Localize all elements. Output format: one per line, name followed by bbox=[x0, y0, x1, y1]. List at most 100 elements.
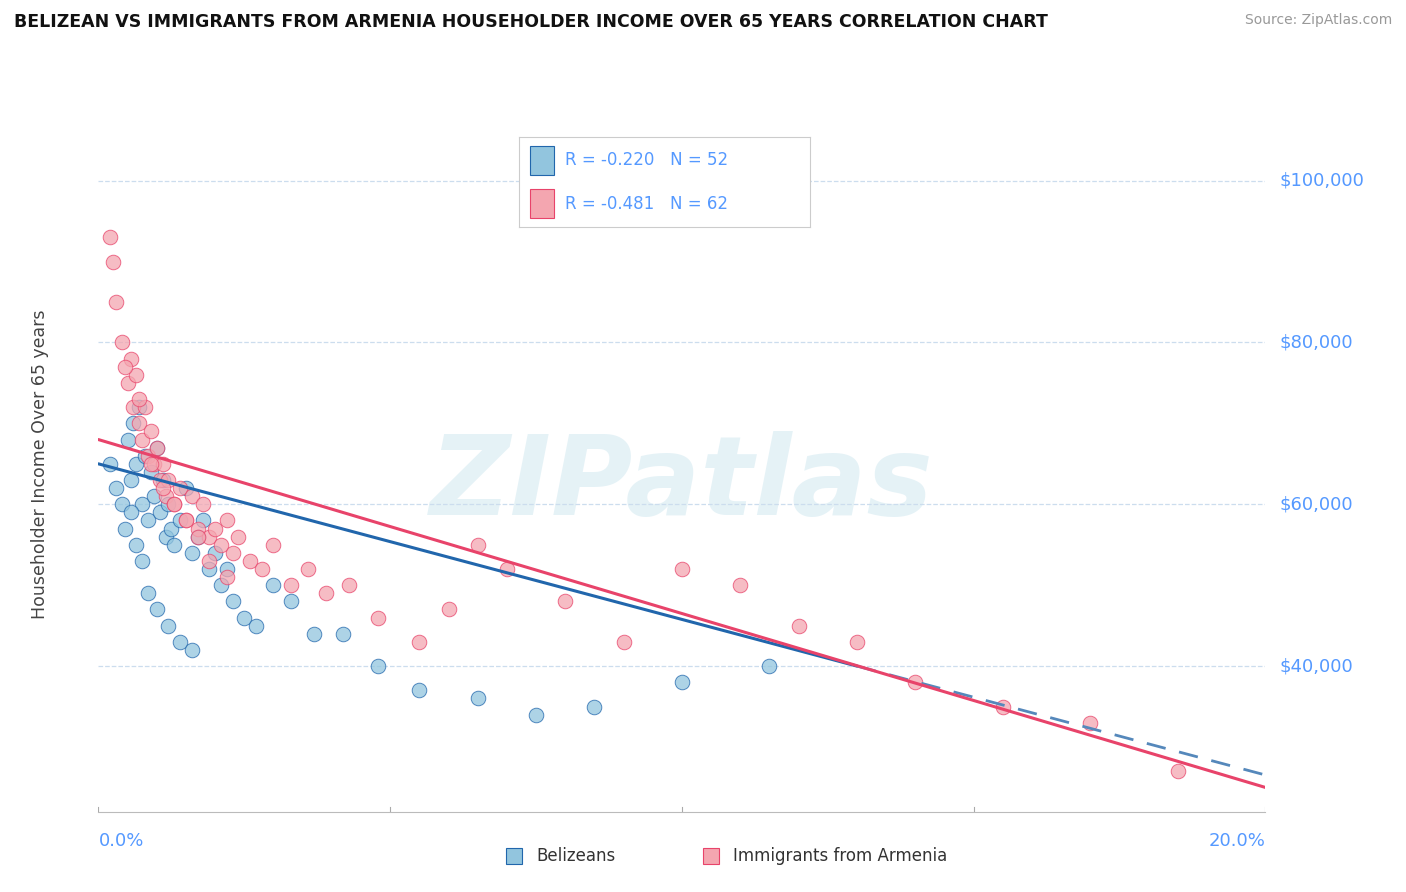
Text: Immigrants from Armenia: Immigrants from Armenia bbox=[733, 847, 948, 865]
Point bbox=[136, 449, 159, 463]
Point bbox=[315, 586, 337, 600]
Point bbox=[139, 465, 162, 479]
Point bbox=[128, 417, 150, 431]
Text: Belizeans: Belizeans bbox=[536, 847, 616, 865]
Point bbox=[367, 610, 389, 624]
Point bbox=[583, 699, 606, 714]
Point bbox=[139, 457, 162, 471]
Point bbox=[437, 602, 460, 616]
Point bbox=[149, 473, 172, 487]
Point bbox=[131, 554, 153, 568]
Point bbox=[128, 401, 150, 415]
Text: 0.0%: 0.0% bbox=[98, 832, 143, 850]
Point bbox=[250, 562, 273, 576]
Point bbox=[180, 643, 202, 657]
Point bbox=[187, 530, 209, 544]
Point bbox=[332, 626, 354, 640]
Point bbox=[787, 618, 810, 632]
Point bbox=[204, 546, 226, 560]
Point bbox=[262, 538, 284, 552]
Point bbox=[193, 497, 215, 511]
Point bbox=[262, 578, 284, 592]
Point bbox=[209, 578, 232, 592]
Point bbox=[215, 562, 238, 576]
Point bbox=[1080, 715, 1102, 730]
Point bbox=[146, 602, 169, 616]
Point bbox=[131, 497, 153, 511]
Text: Householder Income Over 65 years: Householder Income Over 65 years bbox=[31, 310, 49, 618]
Point bbox=[120, 351, 142, 366]
Text: $60,000: $60,000 bbox=[1279, 495, 1353, 513]
Point bbox=[114, 522, 136, 536]
Point bbox=[239, 554, 262, 568]
Point bbox=[131, 433, 153, 447]
Point bbox=[98, 457, 121, 471]
Point bbox=[904, 675, 927, 690]
Point bbox=[169, 481, 191, 495]
Point bbox=[612, 635, 634, 649]
Point bbox=[280, 594, 302, 608]
Point bbox=[160, 522, 183, 536]
Point bbox=[221, 594, 243, 608]
Point bbox=[104, 295, 127, 310]
Point bbox=[198, 562, 221, 576]
Point bbox=[215, 570, 238, 584]
Text: ZIPatlas: ZIPatlas bbox=[430, 431, 934, 538]
Point bbox=[554, 594, 576, 608]
Point bbox=[169, 513, 191, 527]
Point bbox=[180, 489, 202, 503]
Point bbox=[163, 497, 186, 511]
Point bbox=[98, 230, 121, 244]
Point bbox=[1167, 764, 1189, 779]
Point bbox=[117, 376, 139, 390]
Point bbox=[758, 659, 780, 673]
Point bbox=[163, 497, 186, 511]
Point bbox=[671, 675, 693, 690]
Point bbox=[152, 457, 174, 471]
Point bbox=[114, 359, 136, 374]
Point bbox=[174, 513, 197, 527]
Point bbox=[111, 335, 134, 350]
Point bbox=[337, 578, 360, 592]
Point bbox=[187, 530, 209, 544]
Point bbox=[221, 546, 243, 560]
Point bbox=[128, 392, 150, 406]
Point bbox=[122, 417, 145, 431]
Point bbox=[991, 699, 1014, 714]
Text: $100,000: $100,000 bbox=[1279, 171, 1364, 190]
Point bbox=[198, 554, 221, 568]
Point bbox=[134, 449, 156, 463]
Point bbox=[139, 425, 162, 439]
Point bbox=[495, 562, 517, 576]
Point bbox=[198, 530, 221, 544]
Point bbox=[122, 401, 145, 415]
Point bbox=[101, 254, 124, 268]
Point bbox=[155, 530, 177, 544]
Point bbox=[367, 659, 389, 673]
Point bbox=[215, 513, 238, 527]
Point bbox=[152, 481, 174, 495]
Point bbox=[157, 473, 180, 487]
Point bbox=[845, 635, 868, 649]
Point bbox=[180, 546, 202, 560]
Point bbox=[209, 538, 232, 552]
Point bbox=[304, 626, 326, 640]
Point bbox=[125, 368, 148, 382]
Point bbox=[125, 538, 148, 552]
Point bbox=[174, 513, 197, 527]
Point bbox=[146, 441, 169, 455]
Point bbox=[245, 618, 267, 632]
Point bbox=[671, 562, 693, 576]
Point bbox=[111, 497, 134, 511]
Text: BELIZEAN VS IMMIGRANTS FROM ARMENIA HOUSEHOLDER INCOME OVER 65 YEARS CORRELATION: BELIZEAN VS IMMIGRANTS FROM ARMENIA HOUS… bbox=[14, 13, 1047, 31]
Point bbox=[152, 473, 174, 487]
Point bbox=[174, 481, 197, 495]
Point bbox=[163, 538, 186, 552]
Point bbox=[467, 538, 489, 552]
Point bbox=[204, 522, 226, 536]
Point bbox=[233, 610, 256, 624]
Text: $40,000: $40,000 bbox=[1279, 657, 1353, 675]
Point bbox=[155, 489, 177, 503]
Point bbox=[125, 457, 148, 471]
Point bbox=[467, 691, 489, 706]
